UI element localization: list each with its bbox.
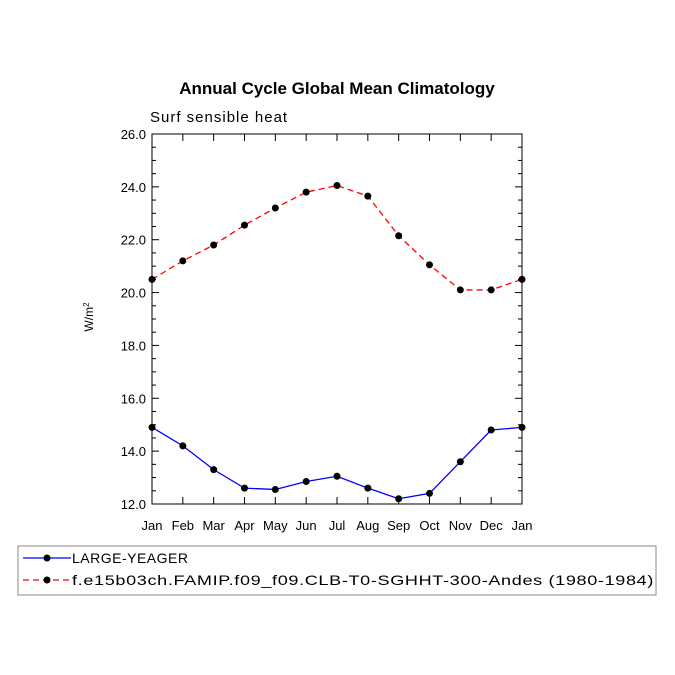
legend-marker-series-0 bbox=[43, 554, 51, 562]
y-axis-label: W/m2 bbox=[82, 302, 97, 332]
series-1-point bbox=[487, 286, 495, 294]
plot-frame bbox=[151, 133, 523, 505]
series-0-point bbox=[487, 426, 495, 434]
chart-title: Annual Cycle Global Mean Climatology bbox=[179, 79, 495, 98]
series-0-point bbox=[241, 484, 248, 492]
series-line-1 bbox=[151, 184, 523, 291]
x-tick-label: Jun bbox=[296, 518, 317, 533]
series-1-point bbox=[302, 188, 310, 196]
legend-box bbox=[17, 545, 657, 596]
series-0-point bbox=[456, 458, 464, 466]
x-tick-label: Dec bbox=[480, 518, 504, 533]
series-1-point bbox=[210, 241, 218, 249]
y-tick-label: 24.0 bbox=[121, 180, 146, 195]
x-tick-label: Jan bbox=[142, 518, 163, 533]
legend-label-series-1: f.e15b03ch.FAMIP.f09_f09.CLB-T0-SGHHT-30… bbox=[72, 572, 654, 588]
y-axis-label-superscript: 2 bbox=[82, 302, 91, 307]
series-0-point bbox=[210, 466, 218, 474]
x-tick-label: May bbox=[263, 518, 288, 533]
series-0-point bbox=[395, 495, 403, 503]
y-tick-label: 16.0 bbox=[121, 391, 146, 406]
y-tick-label: 12.0 bbox=[121, 497, 146, 512]
series-1-point bbox=[395, 232, 403, 240]
series-0-point bbox=[333, 472, 341, 480]
legend: LARGE-YEAGER f.e15b03ch.FAMIP.f09_f09.CL… bbox=[17, 545, 657, 596]
series-0-point bbox=[426, 489, 433, 497]
chart-subtitle: Surf sensible heat bbox=[150, 109, 288, 126]
y-axis-label-unit: W/m bbox=[82, 307, 96, 332]
x-tick-label: Aug bbox=[356, 518, 379, 533]
series-1-point bbox=[179, 257, 187, 265]
x-tick-label: Apr bbox=[234, 518, 255, 533]
series-1-point bbox=[271, 204, 279, 212]
legend-label-series-0: LARGE-YEAGER bbox=[72, 550, 188, 566]
series-1-point bbox=[333, 182, 341, 190]
series-0-point bbox=[364, 484, 372, 492]
series-0-point bbox=[179, 442, 187, 450]
y-tick-label: 22.0 bbox=[121, 233, 146, 248]
y-tick-label: 20.0 bbox=[121, 286, 146, 301]
series-1-point bbox=[364, 192, 372, 200]
y-tick-label: 26.0 bbox=[121, 127, 146, 142]
series-1-point bbox=[456, 286, 464, 294]
x-tick-label: Oct bbox=[419, 518, 440, 533]
x-tick-label: Feb bbox=[172, 518, 194, 533]
series-line-0 bbox=[151, 426, 523, 500]
x-tick-label: Jul bbox=[329, 518, 346, 533]
y-tick-label: 14.0 bbox=[121, 444, 146, 459]
x-tick-label: Sep bbox=[387, 518, 410, 533]
x-tick-label: Nov bbox=[449, 518, 473, 533]
y-tick-label: 18.0 bbox=[121, 338, 146, 353]
legend-marker-series-1 bbox=[43, 576, 51, 584]
x-tick-label: Mar bbox=[202, 518, 225, 533]
series-1-point bbox=[426, 261, 433, 269]
series-1-point bbox=[241, 221, 248, 229]
series-0-point bbox=[271, 485, 279, 493]
series-0-point bbox=[302, 478, 310, 486]
x-tick-label: Jan bbox=[512, 518, 533, 533]
